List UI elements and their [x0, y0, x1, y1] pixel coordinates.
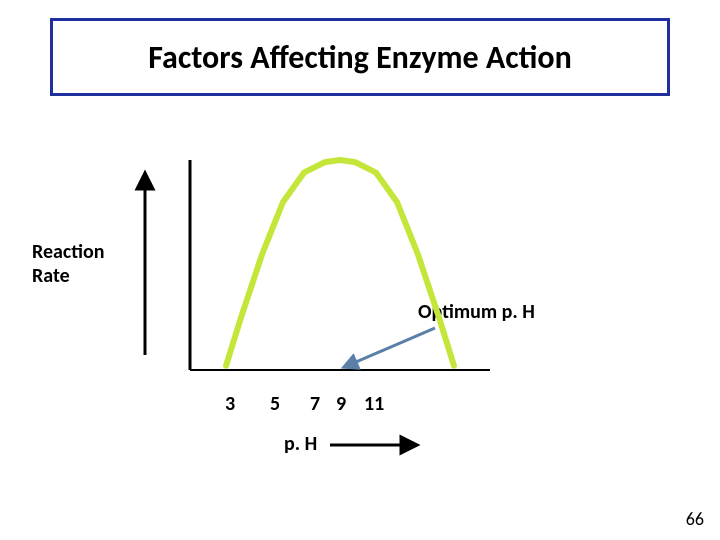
xaxis-label: p. H [284, 432, 317, 456]
chart-svg [180, 160, 540, 420]
xtick-5: 5 [270, 392, 280, 416]
yaxis-label-line2: Rate [32, 264, 104, 288]
yaxis-label: Reaction Rate [32, 240, 104, 288]
xtick-11: 11 [364, 392, 384, 416]
chart-area [180, 160, 540, 380]
yaxis-label-line1: Reaction [32, 240, 104, 264]
xtick-3: 3 [225, 392, 235, 416]
xtick-9: 9 [336, 392, 346, 416]
title-box: Factors Affecting Enzyme Action [50, 18, 670, 96]
title-text: Factors Affecting Enzyme Action [148, 38, 572, 77]
page-number: 66 [686, 508, 704, 530]
xtick-7: 7 [310, 392, 320, 416]
